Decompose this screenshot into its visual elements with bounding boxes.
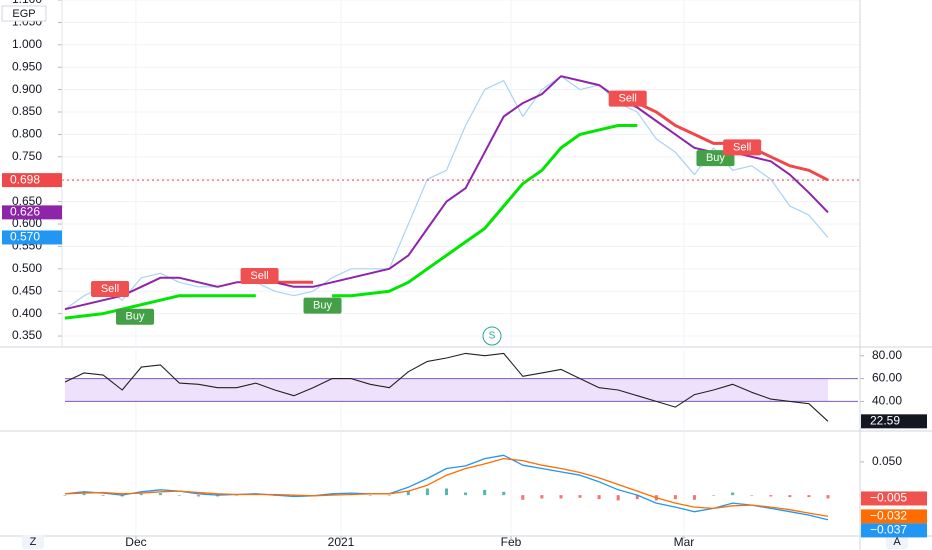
value-badge — [2, 205, 62, 220]
value-badge — [2, 230, 62, 245]
x-tick-label: Mar — [674, 535, 695, 549]
histogram-bar — [483, 489, 487, 496]
histogram-bar — [597, 495, 601, 500]
histogram-bar — [425, 488, 429, 496]
y-tick-label: 0.600 — [12, 216, 42, 230]
currency-label: EGP — [12, 8, 35, 20]
histogram-bar — [559, 495, 563, 499]
value-badge-label: 0.698 — [10, 172, 40, 186]
signal-box — [303, 297, 342, 314]
series-line — [64, 124, 638, 320]
histogram-bar — [63, 495, 67, 496]
histogram-bar — [635, 495, 639, 500]
signal-label: Buy — [126, 311, 145, 323]
y-tick-label: 1.000 — [12, 37, 42, 51]
symbol-marker-label[interactable]: S — [489, 331, 496, 342]
value-badge-label: 0.626 — [10, 205, 40, 219]
series-line — [64, 454, 829, 521]
y-tick-label: 0.400 — [12, 306, 42, 320]
signal-label: Sell — [619, 92, 637, 104]
histogram-bar — [521, 495, 525, 500]
histogram-bar — [826, 495, 830, 499]
signal-label: Buy — [313, 299, 332, 311]
x-tick-label: Dec — [125, 535, 146, 549]
signal-box — [608, 90, 647, 107]
histogram-bar — [82, 493, 86, 496]
histogram-bar — [731, 492, 735, 496]
value-badge — [861, 523, 927, 538]
histogram-bar — [292, 495, 296, 497]
histogram-bar — [120, 495, 124, 497]
y-tick-label: 40.00 — [872, 394, 902, 408]
signal-box — [723, 139, 762, 156]
y-tick-label: 0.650 — [12, 194, 42, 208]
signal-label: Sell — [733, 141, 751, 153]
histogram-bar — [387, 495, 391, 496]
value-badge-label: 22.59 — [870, 413, 900, 427]
histogram-bar — [197, 495, 201, 497]
histogram-bar — [578, 495, 582, 498]
signal-label: Sell — [101, 283, 119, 295]
value-badge — [861, 414, 927, 429]
value-badge — [861, 509, 927, 524]
zoom-button-label[interactable]: Z — [30, 536, 37, 548]
y-tick-label: 80.00 — [872, 348, 902, 362]
y-tick-label: 0.950 — [12, 59, 42, 73]
histogram-bar — [540, 495, 544, 499]
y-tick-label: 60.00 — [872, 371, 902, 385]
signal-box — [116, 308, 155, 325]
series-line — [64, 75, 829, 311]
histogram-bar — [769, 495, 773, 497]
y-tick-label: 0.450 — [12, 283, 42, 297]
series-line — [64, 352, 829, 422]
value-badge-label: 0.570 — [10, 230, 40, 244]
histogram-bar — [101, 495, 105, 496]
auto-button[interactable] — [886, 535, 908, 549]
value-badge — [861, 491, 927, 506]
y-tick-label: 0.350 — [12, 328, 42, 342]
histogram-bar — [616, 495, 620, 501]
histogram-bar — [712, 495, 716, 496]
y-tick-label: 1.100 — [12, 0, 42, 6]
histogram-bar — [235, 495, 239, 496]
histogram-bar — [502, 491, 506, 496]
value-badge-label: −0.037 — [870, 523, 907, 537]
histogram-bar — [807, 495, 811, 498]
histogram-bar — [445, 488, 448, 496]
histogram-bar — [673, 495, 677, 500]
histogram-bar — [139, 493, 143, 496]
zoom-button[interactable] — [22, 535, 44, 549]
series-line — [64, 457, 829, 518]
y-tick-label: 0.800 — [12, 127, 42, 141]
histogram-bar — [788, 495, 792, 498]
histogram-bar — [464, 492, 468, 496]
value-badge-label: −0.032 — [870, 509, 907, 523]
auto-button-label[interactable]: A — [893, 536, 901, 548]
signal-box — [91, 280, 130, 297]
y-tick-label: 0.750 — [12, 149, 42, 163]
histogram-bar — [216, 495, 220, 497]
histogram-bar — [406, 491, 410, 496]
histogram-bar — [177, 495, 181, 496]
value-badge-label: −0.005 — [870, 491, 907, 505]
symbol-marker[interactable] — [482, 326, 502, 346]
signal-label: Buy — [706, 152, 725, 164]
plot-layer: 0.3500.4000.4500.5000.5500.6000.6500.700… — [12, 0, 902, 549]
x-tick-label: Feb — [501, 535, 522, 549]
y-tick-label: 0.500 — [12, 261, 42, 275]
signal-box — [240, 268, 279, 284]
histogram-bar — [750, 495, 754, 496]
histogram-bar — [368, 495, 372, 496]
y-tick-label: 0.850 — [12, 104, 42, 118]
histogram-bar — [158, 493, 162, 496]
currency-box — [1, 5, 47, 22]
x-tick-label: 2021 — [328, 535, 355, 549]
y-tick-label: 0.050 — [872, 454, 902, 468]
signal-label: Sell — [250, 270, 268, 282]
value-badge — [2, 173, 62, 188]
y-tick-label: 0.900 — [12, 82, 42, 96]
histogram-bar — [692, 495, 696, 500]
